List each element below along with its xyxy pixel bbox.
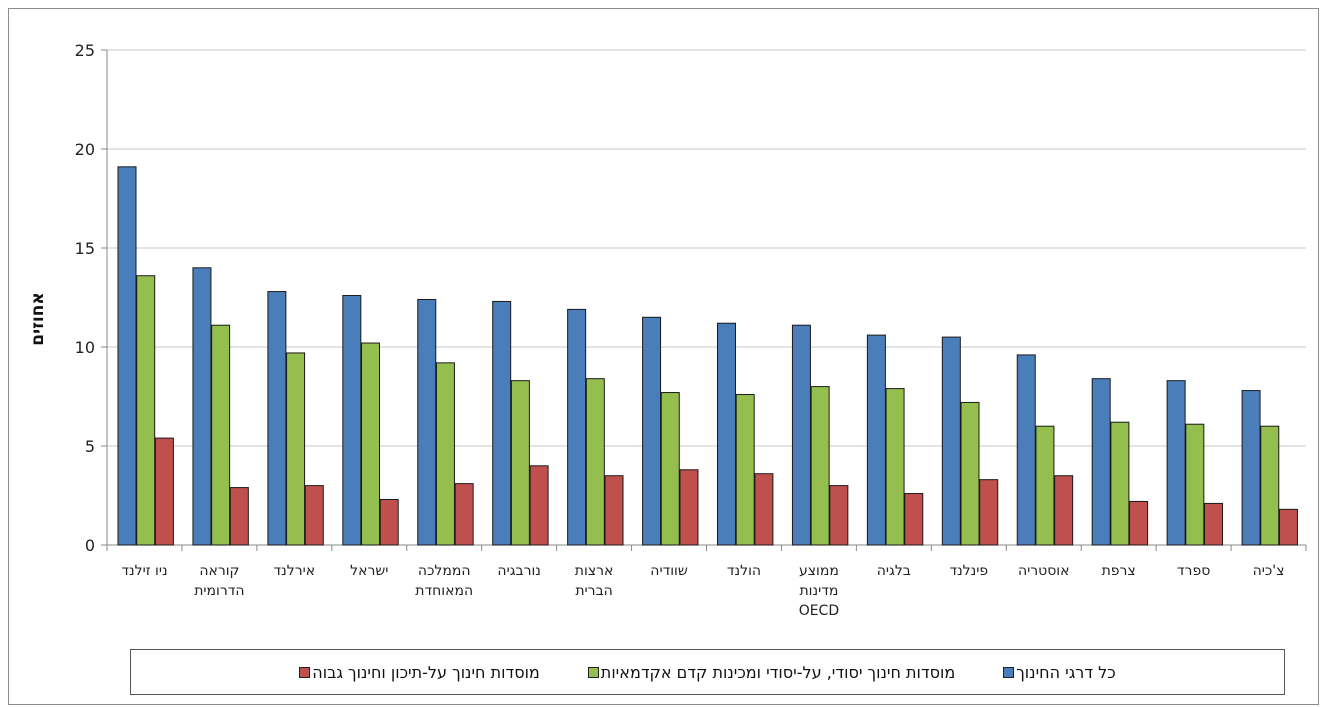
y-tick-label: 20 <box>75 140 95 159</box>
bar-s2 <box>960 401 980 546</box>
bar-s1 <box>492 300 512 546</box>
bar-s3 <box>1204 502 1224 546</box>
bar-s1 <box>192 267 212 546</box>
bar-s2 <box>361 342 381 546</box>
category-label: מדינות <box>799 583 838 599</box>
category-label: נורבגיה <box>497 563 540 579</box>
bar-chart: 0 5 10 15 20 25 ניו זילנד קוראה הדרומית אירלנד יש… <box>28 41 1307 619</box>
category-labels: ניו זילנד קוראה הדרומית אירלנד ישראל הממלכה המ… <box>106 545 1307 619</box>
category-label: אוסטריה <box>1018 563 1070 579</box>
bar-s1 <box>342 295 362 546</box>
bar-s3 <box>229 487 249 546</box>
bar-s2 <box>1035 425 1055 546</box>
bar-s2 <box>1110 421 1130 546</box>
legend-label: כל דרגי החינוך <box>1016 662 1116 682</box>
y-tick-label: 25 <box>75 41 95 60</box>
legend-swatch <box>299 666 311 678</box>
y-tick-label: 0 <box>85 536 95 555</box>
bar-s1 <box>417 298 437 546</box>
bar-s1 <box>642 316 662 546</box>
bar-s1 <box>717 322 736 546</box>
bar-s3 <box>379 498 399 546</box>
category-label: צ'כיה <box>1253 563 1285 579</box>
category-label: ספרד <box>1177 563 1210 579</box>
legend-swatch <box>1003 666 1015 678</box>
bar-s1 <box>1241 390 1261 546</box>
chart-frame: 0 5 10 15 20 25 ניו זילנד קוראה הדרומית אירלנד יש… <box>8 8 1319 705</box>
category-label: אירלנד <box>274 563 316 579</box>
category-label: הברית <box>575 583 612 599</box>
bar-s1 <box>791 324 811 546</box>
y-axis-label: אחוזים <box>28 292 48 346</box>
bars <box>117 166 1298 546</box>
bar-s3 <box>604 475 624 546</box>
bar-s3 <box>529 465 549 546</box>
bar-s2 <box>211 324 231 546</box>
bar-s3 <box>754 473 774 546</box>
bar-s2 <box>510 380 530 546</box>
legend-swatch <box>587 666 599 678</box>
category-label: ארצות <box>575 563 614 579</box>
category-label: הולנד <box>727 563 761 579</box>
bar-s2 <box>435 362 455 546</box>
bar-s2 <box>660 392 680 546</box>
bar-s2 <box>286 352 306 546</box>
bar-s2 <box>810 386 830 546</box>
bar-s1 <box>267 291 287 546</box>
legend-label: מוסדות חינוך יסודי, על-יסודי ומכינות קדם… <box>600 662 956 682</box>
category-label: בלגיה <box>877 563 911 579</box>
bar-s2 <box>735 394 755 546</box>
bar-s3 <box>829 485 849 546</box>
legend-item: כל דרגי החינוך <box>1003 663 1116 682</box>
bar-s2 <box>136 275 156 546</box>
category-label: ניו זילנד <box>121 563 167 579</box>
bar-s2 <box>1260 425 1280 546</box>
category-label: צרפת <box>1102 563 1136 579</box>
category-label: פינלנד <box>949 563 988 579</box>
y-tick-label: 10 <box>75 338 95 357</box>
bar-s2 <box>885 388 905 546</box>
bar-s3 <box>979 479 999 546</box>
bar-s1 <box>866 334 886 546</box>
bar-s3 <box>1054 475 1074 546</box>
bar-s3 <box>454 483 474 546</box>
y-tick-label: 5 <box>85 437 95 456</box>
bar-s3 <box>304 485 324 546</box>
bar-s3 <box>1278 508 1298 546</box>
bar-s3 <box>154 437 174 546</box>
bar-s1 <box>1091 378 1111 546</box>
y-tick-label: 15 <box>75 239 95 258</box>
category-label: שוודיה <box>650 563 688 579</box>
bar-s3 <box>679 469 699 546</box>
category-label: ממוצע <box>799 563 839 579</box>
legend-item: מוסדות חינוך יסודי, על-יסודי ומכינות קדם… <box>587 662 956 682</box>
bar-s2 <box>1185 423 1205 546</box>
category-label: OECD <box>799 603 839 619</box>
bar-s1 <box>567 308 587 546</box>
category-label: קוראה <box>199 563 239 579</box>
bar-s1 <box>1016 354 1036 546</box>
bar-s3 <box>904 493 924 546</box>
legend-item: מוסדות חינוך על-תיכון וחינוך גבוה <box>299 663 540 682</box>
category-label: המאוחדת <box>415 583 473 599</box>
bar-s2 <box>585 378 605 546</box>
legend-label: מוסדות חינוך על-תיכון וחינוך גבוה <box>312 662 540 682</box>
bar-s1 <box>941 336 961 546</box>
legend: כל דרגי החינוך מוסדות חינוך יסודי, על-יסו… <box>130 649 1285 695</box>
category-label: הממלכה <box>418 563 471 579</box>
bar-s1 <box>1166 380 1186 546</box>
category-label: ישראל <box>350 563 388 579</box>
bar-s3 <box>1129 500 1149 546</box>
y-axis-ticks: 0 5 10 15 20 25 <box>75 41 108 555</box>
bar-s1 <box>117 166 137 546</box>
category-label: הדרומית <box>194 583 244 599</box>
